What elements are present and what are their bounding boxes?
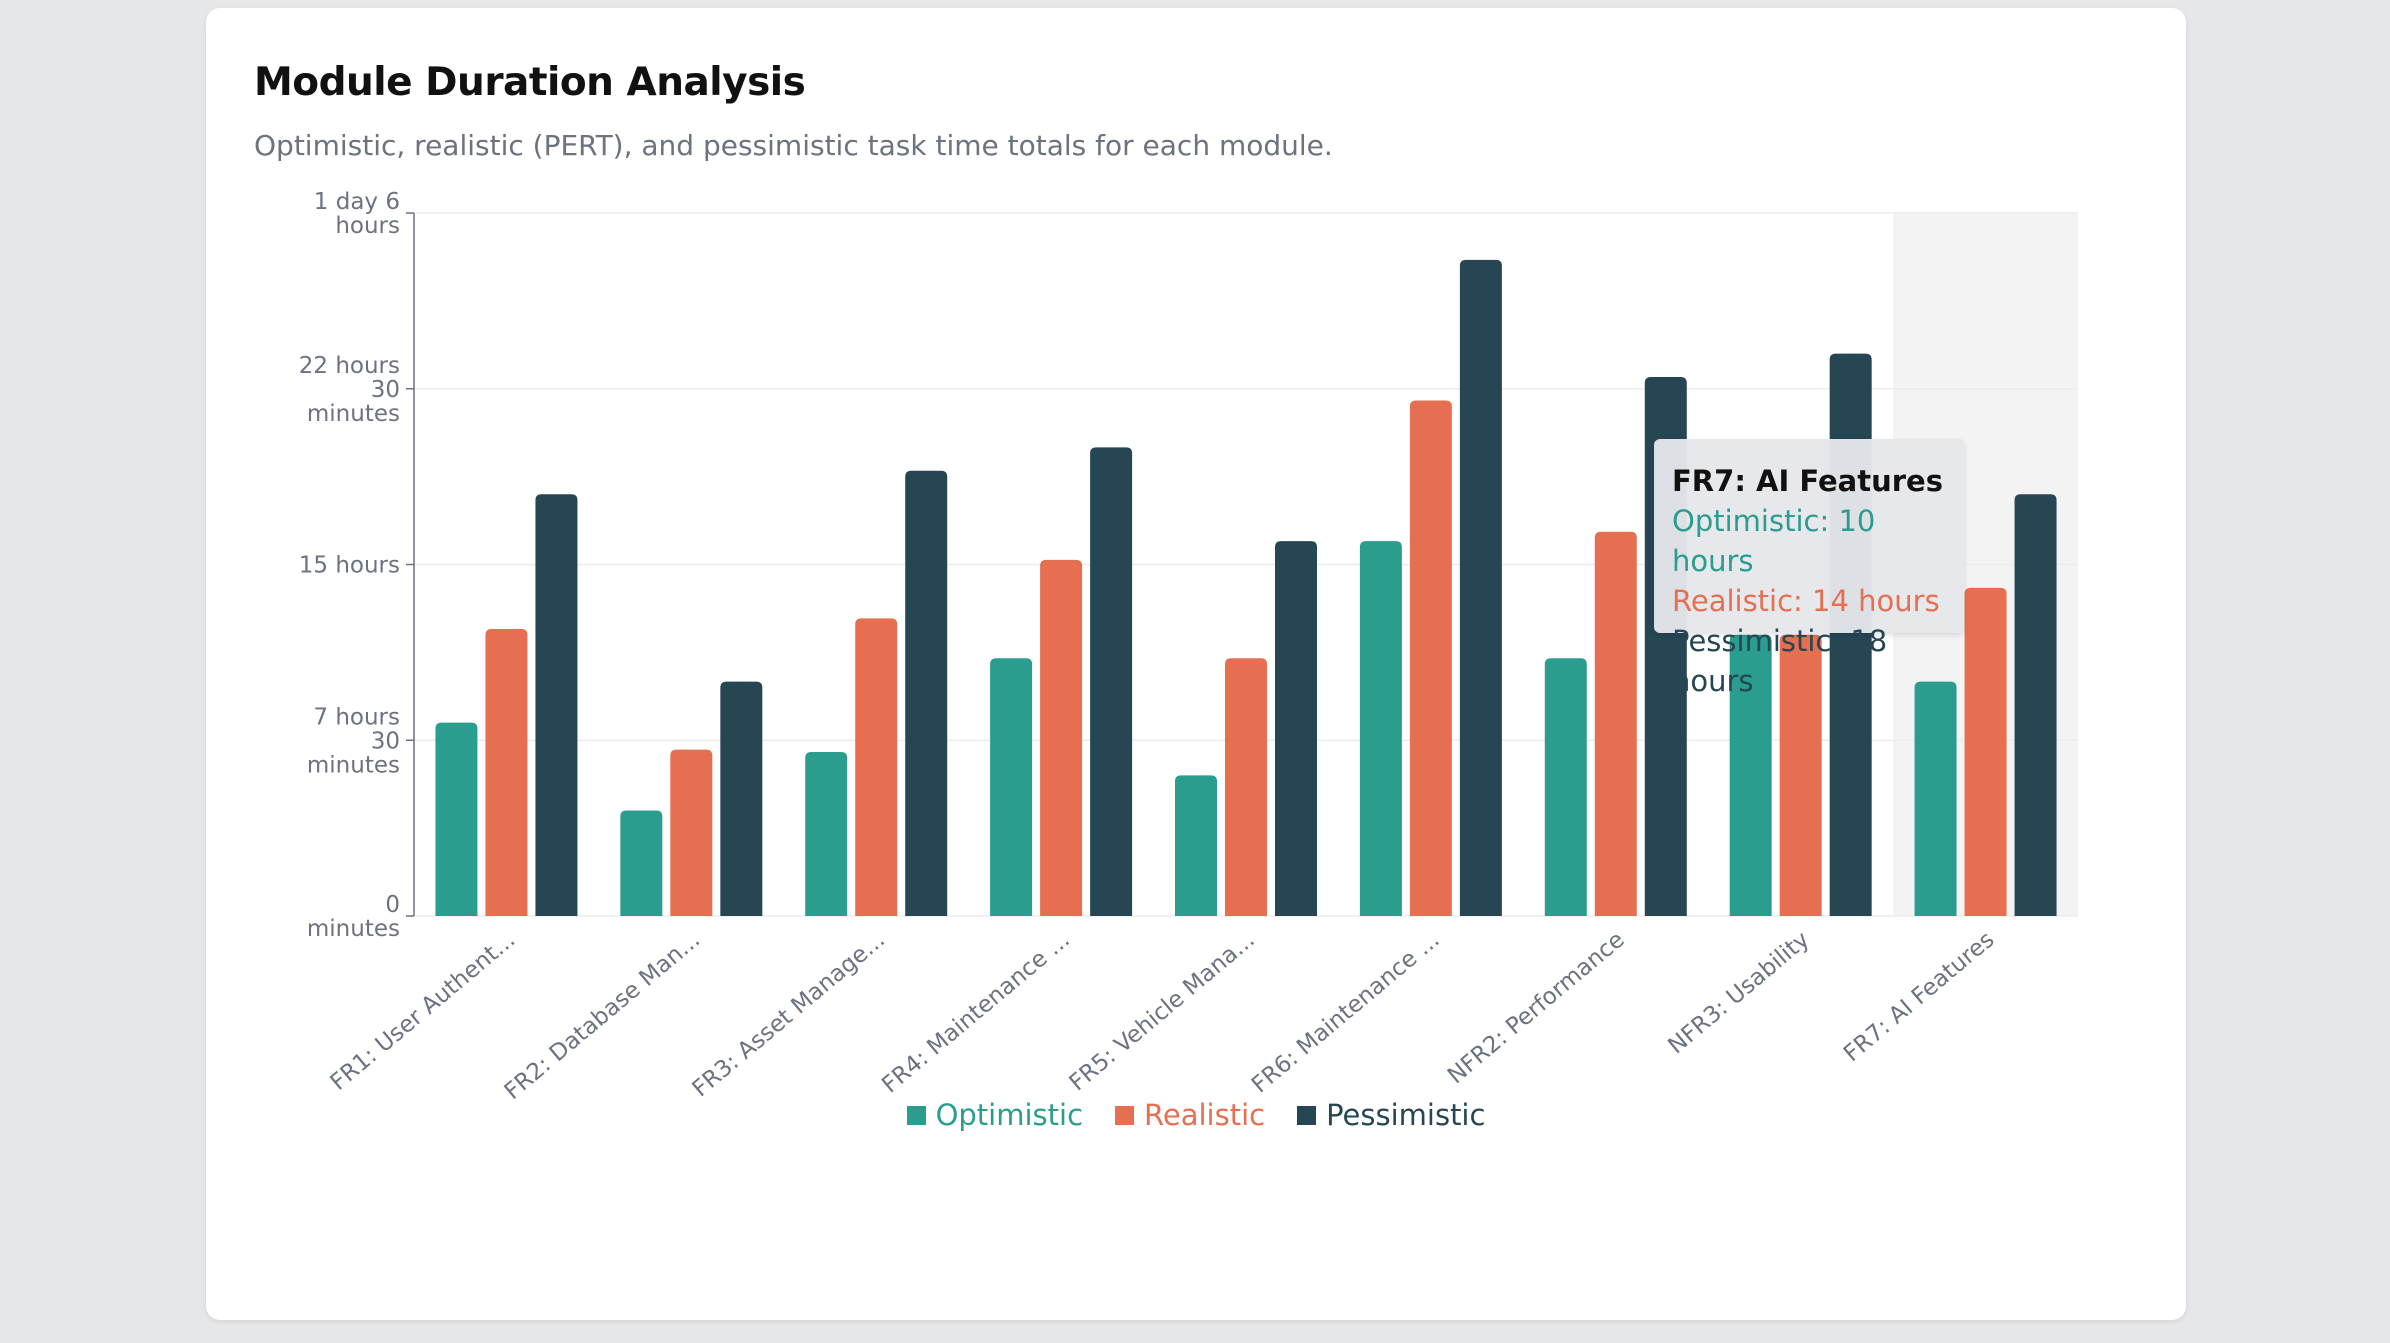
- legend-item-pessimistic[interactable]: Pessimistic: [1297, 1098, 1485, 1132]
- bar-chart: 0 minutes 7 hours 30 minutes 15 hours 22 hours…: [299, 189, 2078, 1105]
- bar-realistic-3: [855, 618, 898, 916]
- bar-optimistic-7: [1544, 658, 1587, 916]
- tooltip-line-optimistic: Optimistic: 10 hours: [1672, 504, 1876, 578]
- x-tick-label: FR7: AI Features: [1839, 927, 1999, 1068]
- chart-subtitle: Optimistic, realistic (PERT), and pessim…: [254, 129, 1333, 162]
- bar-realistic-6: [1409, 400, 1452, 916]
- legend-label-optimistic: Optimistic: [935, 1098, 1084, 1132]
- legend-item-optimistic[interactable]: Optimistic: [906, 1098, 1084, 1132]
- tooltip-title: FR7: AI Features: [1672, 464, 1943, 498]
- tooltip-line-pessimistic: Pessimistic: 18 hours: [1672, 624, 1888, 698]
- x-tick-label: FR2: Database Man...: [500, 927, 705, 1105]
- x-tick-label: NFR2: Performance: [1443, 927, 1630, 1090]
- bar-realistic-7: [1594, 531, 1637, 916]
- y-tick-label: 1 day 6 hours: [314, 189, 400, 239]
- legend-item-realistic[interactable]: Realistic: [1115, 1098, 1265, 1132]
- y-tick-label: 22 hours 30 minutes: [299, 353, 400, 427]
- legend: Optimistic Realistic Pessimistic: [206, 1098, 2186, 1132]
- legend-swatch-optimistic: [906, 1105, 926, 1125]
- y-tick-label: 15 hours: [299, 553, 400, 579]
- x-tick-label: NFR3: Usability: [1663, 927, 1814, 1060]
- bar-realistic-1: [485, 628, 528, 916]
- chart-tooltip: FR7: AI Features Optimistic: 10 hours Re…: [1654, 439, 1964, 698]
- x-tick-label: FR3: Asset Manage...: [688, 927, 890, 1103]
- chart-card: Module Duration Analysis Optimistic, rea…: [206, 8, 2186, 1320]
- bar-optimistic-5: [1175, 775, 1217, 916]
- bar-optimistic-6: [1359, 541, 1402, 916]
- y-tick-label: 7 hours 30 minutes: [307, 704, 400, 778]
- bar-pessimistic-3: [905, 470, 948, 916]
- tooltip-line-realistic: Realistic: 14 hours: [1672, 584, 1940, 618]
- legend-label-realistic: Realistic: [1144, 1098, 1266, 1132]
- x-tick-label: FR6: Maintenance ...: [1247, 927, 1445, 1099]
- bar-realistic-4: [1040, 559, 1083, 916]
- bar-realistic-2: [670, 749, 713, 916]
- bar-optimistic-4: [990, 658, 1033, 916]
- bar-optimistic-2: [620, 810, 663, 916]
- bar-pessimistic-1: [535, 494, 578, 916]
- x-tick-label: FR1: User Authent...: [326, 927, 521, 1096]
- bar-optimistic-3: [805, 751, 848, 916]
- bar-optimistic-8: [1729, 634, 1772, 916]
- bar-realistic-9: [1964, 587, 2007, 916]
- bar-pessimistic-5: [1275, 541, 1317, 916]
- legend-label-pessimistic: Pessimistic: [1326, 1098, 1486, 1132]
- bar-optimistic-1: [435, 722, 478, 916]
- bar-pessimistic-4: [1090, 447, 1133, 916]
- legend-swatch-realistic: [1115, 1105, 1135, 1125]
- chart-title: Module Duration Analysis: [254, 60, 806, 105]
- bar-realistic-8: [1779, 634, 1822, 916]
- legend-swatch-pessimistic: [1297, 1105, 1317, 1125]
- bar-pessimistic-6: [1459, 259, 1502, 916]
- x-tick-label: FR4: Maintenance ...: [877, 927, 1075, 1099]
- y-tick-label: 0 minutes: [307, 892, 400, 942]
- bar-pessimistic-2: [720, 681, 763, 916]
- bar-realistic-5: [1225, 658, 1267, 916]
- bar-optimistic-9: [1914, 681, 1957, 916]
- bar-pessimistic-9: [2014, 494, 2057, 916]
- x-tick-label: FR5: Vehicle Mana...: [1065, 927, 1260, 1097]
